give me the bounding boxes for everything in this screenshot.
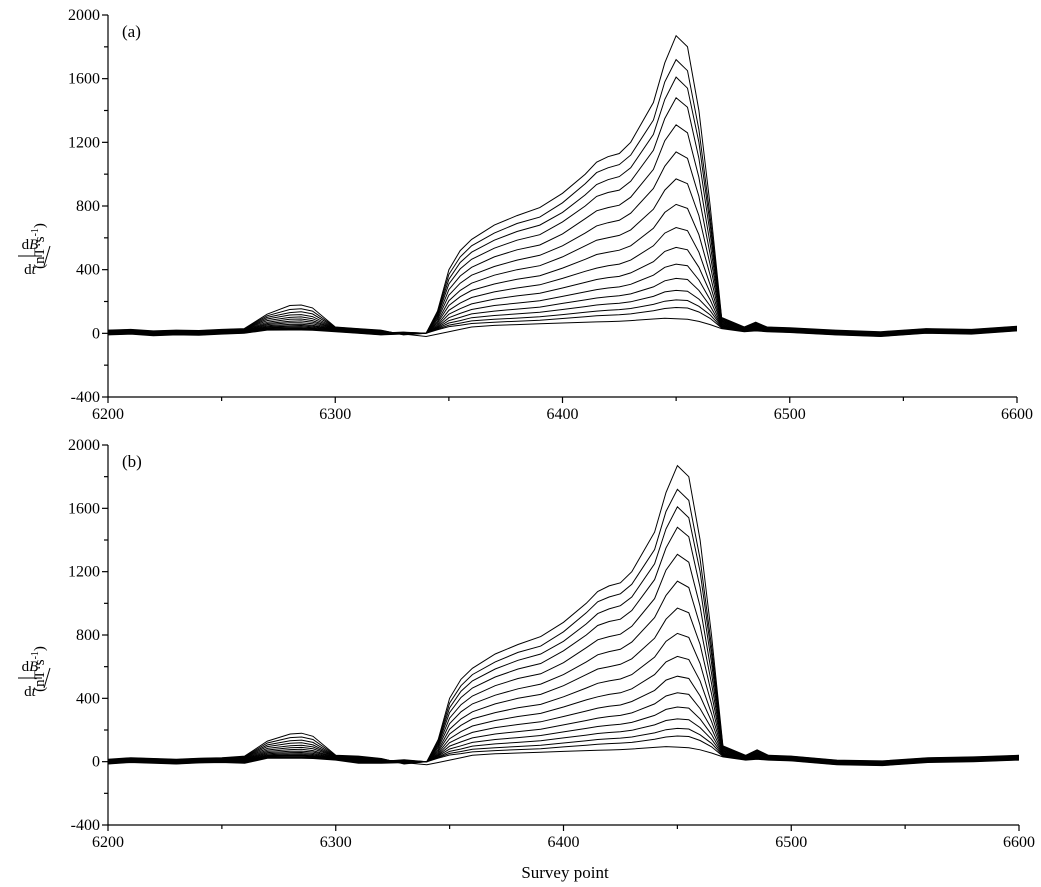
y-tick-label-b: 1200 bbox=[68, 564, 100, 581]
y-tick-label-a: 1600 bbox=[68, 71, 100, 88]
x-axis-title: Survey point bbox=[521, 863, 609, 882]
ylabel-den-var-b: t bbox=[32, 684, 37, 700]
y-tick-label-a: -400 bbox=[71, 389, 100, 406]
x-tick-label-b: 6400 bbox=[548, 834, 580, 851]
series-line-a-3 bbox=[107, 76, 1018, 335]
ylabel-num-d-b: d bbox=[22, 659, 30, 675]
ylabel-unit-exp-b: -1 bbox=[30, 651, 41, 659]
y-tick-label-a: 2000 bbox=[68, 7, 100, 24]
y-tick-label-b: -400 bbox=[71, 817, 100, 834]
chart-panel-b: dB dt (nT·s-1) (b) Survey point -400 0 400… bbox=[18, 437, 1035, 882]
y-tick-label-a: 800 bbox=[76, 198, 100, 215]
ylabel-num-var-b: B bbox=[29, 659, 38, 675]
series-line-b-4 bbox=[107, 526, 1020, 764]
svg-text:(nT·s-1): (nT·s-1) bbox=[30, 646, 48, 692]
ylabel-den-d-a: d bbox=[24, 262, 32, 278]
x-tick-label-a: 6600 bbox=[1001, 406, 1033, 423]
series-line-a-10 bbox=[107, 246, 1018, 336]
y-tick-label-a: 0 bbox=[92, 325, 100, 342]
x-tick-label-b: 6500 bbox=[775, 834, 807, 851]
y-tick-label-b: 0 bbox=[92, 754, 100, 771]
y-axis-title-b: dB dt (nT·s-1) bbox=[18, 646, 51, 700]
series-line-b-10 bbox=[107, 675, 1020, 765]
series-line-a-4 bbox=[107, 97, 1018, 335]
ylabel-unit-close-a: ) bbox=[32, 223, 48, 228]
series-line-a-2 bbox=[107, 58, 1018, 336]
y-axis-title-a: dB dt (nT·s-1) bbox=[18, 223, 51, 278]
x-tick-label-a: 6400 bbox=[547, 406, 579, 423]
series-line-a-6 bbox=[107, 151, 1018, 334]
x-tick-label-b: 6300 bbox=[320, 834, 352, 851]
y-tick-label-b: 1600 bbox=[68, 500, 100, 517]
ylabel-den-d-b: d bbox=[24, 684, 32, 700]
series-line-b-1 bbox=[107, 464, 1020, 765]
series-line-a-11 bbox=[107, 263, 1018, 336]
panel-label-b: (b) bbox=[122, 452, 142, 471]
series-line-a-1 bbox=[107, 34, 1018, 336]
series-line-a-8 bbox=[107, 203, 1018, 335]
series-line-a-12 bbox=[107, 277, 1018, 336]
series-line-b-8 bbox=[107, 632, 1020, 764]
series-line-b-6 bbox=[107, 580, 1020, 764]
y-tick-label-b: 400 bbox=[76, 690, 100, 707]
y-tick-label-a: 400 bbox=[76, 262, 100, 279]
ylabel-num-var-a: B bbox=[29, 237, 38, 253]
series-line-b-2 bbox=[107, 488, 1020, 765]
x-tick-label-a: 6300 bbox=[319, 406, 351, 423]
ylabel-unit-b: (nT·s bbox=[32, 659, 48, 692]
series-line-b-3 bbox=[107, 505, 1020, 764]
ylabel-unit-exp-a: -1 bbox=[30, 228, 41, 236]
series-line-b-16 bbox=[107, 746, 1020, 767]
x-tick-label-a: 6500 bbox=[774, 406, 806, 423]
x-tick-label-a: 6200 bbox=[92, 406, 124, 423]
chart-panel-a: dB dt (nT·s-1) (a) -400 0 400 800 1200 1600 20… bbox=[18, 7, 1033, 423]
svg-text:dt: dt bbox=[24, 684, 37, 700]
y-tick-label-b: 800 bbox=[76, 627, 100, 644]
svg-text:dB: dB bbox=[22, 659, 39, 675]
svg-text:dB: dB bbox=[22, 237, 39, 253]
panel-label-a: (a) bbox=[122, 22, 141, 41]
series-line-a-7 bbox=[107, 178, 1018, 335]
ylabel-den-var-a: t bbox=[32, 262, 37, 278]
series-line-b-11 bbox=[107, 692, 1020, 765]
y-tick-label-b: 2000 bbox=[68, 437, 100, 454]
x-tick-label-b: 6200 bbox=[92, 834, 124, 851]
series-line-a-16 bbox=[107, 317, 1018, 338]
svg-text:(nT·s-1): (nT·s-1) bbox=[30, 223, 48, 269]
series-line-b-5 bbox=[107, 553, 1020, 763]
svg-text:dt: dt bbox=[24, 262, 37, 278]
y-tick-label-a: 1200 bbox=[68, 134, 100, 151]
ylabel-unit-close-b: ) bbox=[32, 646, 48, 651]
ylabel-num-d-a: d bbox=[22, 237, 30, 253]
x-tick-label-b: 6600 bbox=[1003, 834, 1035, 851]
series-line-b-9 bbox=[107, 655, 1020, 764]
series-line-a-5 bbox=[107, 124, 1018, 335]
ylabel-unit-a: (nT·s bbox=[32, 236, 48, 269]
